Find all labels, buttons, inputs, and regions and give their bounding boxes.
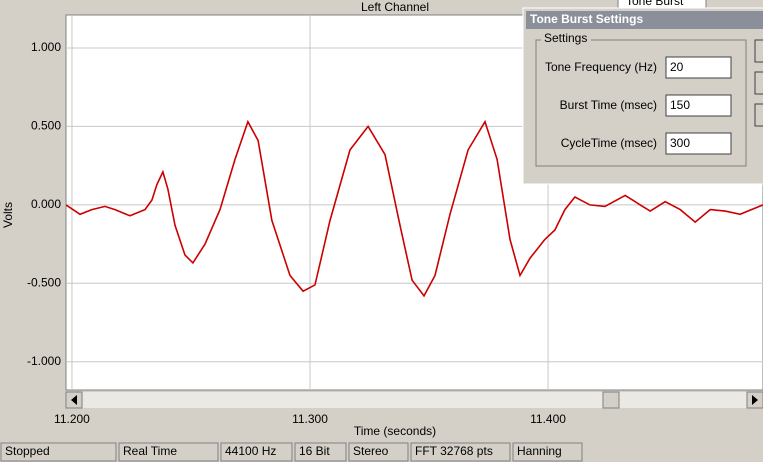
status-pane <box>512 442 583 462</box>
status-pane <box>410 442 511 462</box>
status-bar: Stopped Real Time 44100 Hz 16 Bit Stereo FFT … <box>0 442 583 462</box>
status-pane <box>294 442 347 462</box>
x-tick-label: 11.200 <box>54 412 90 426</box>
scrollbar[interactable] <box>66 392 763 408</box>
status-text: Stopped <box>5 444 50 458</box>
x-tick-label: 11.300 <box>292 412 328 426</box>
arrow-icon <box>71 395 77 405</box>
field-value: 300 <box>670 136 690 150</box>
chart-title: Left Channel <box>361 0 429 14</box>
y-axis-label: Volts <box>1 202 15 228</box>
field-value: 150 <box>670 98 690 112</box>
status-text: Real Time <box>123 444 177 458</box>
dialog-titlebar <box>526 11 763 29</box>
field-input[interactable] <box>665 56 732 79</box>
status-text: 16 Bit <box>299 444 330 458</box>
y-tick-label: 1.000 <box>31 40 61 54</box>
group-box <box>535 39 747 167</box>
status-pane <box>0 442 117 462</box>
field-label: CycleTime (msec) <box>561 136 657 150</box>
arrow-icon <box>752 395 758 405</box>
group-label-bg <box>541 33 591 45</box>
status-text: Hanning <box>517 444 562 458</box>
status-pane <box>118 442 219 462</box>
button[interactable] <box>754 103 763 127</box>
y-tick-label: -0.500 <box>27 275 61 289</box>
signal-line <box>66 119 763 298</box>
x-ticks: 11.200 11.300 11.400 <box>54 412 566 426</box>
status-text: Stereo <box>353 444 389 458</box>
status-pane <box>348 442 409 462</box>
status-pane <box>220 442 293 462</box>
field-value: 20 <box>670 60 684 74</box>
field-label: Tone Frequency (Hz) <box>545 60 657 74</box>
field-label: Burst Time (msec) <box>560 98 657 112</box>
field-input[interactable] <box>665 94 732 117</box>
field-input[interactable] <box>665 132 732 155</box>
y-tick-label: 0.000 <box>31 197 61 211</box>
status-text: 44100 Hz <box>225 444 276 458</box>
dialog: Tone Burst Settings Settings Tone Freque… <box>522 7 763 185</box>
button[interactable] <box>754 71 763 95</box>
x-axis-label: Time (seconds) <box>354 424 436 438</box>
button[interactable] <box>754 39 763 63</box>
scroll-thumb[interactable] <box>602 391 620 409</box>
y-tick-label: -1.000 <box>27 354 61 368</box>
dropdown-text: Tone Burst <box>626 0 684 8</box>
dialog-title: Tone Burst Settings <box>530 12 643 26</box>
plot <box>66 15 763 390</box>
x-tick-label: 11.400 <box>530 412 566 426</box>
y-tick-label: 0.500 <box>31 119 61 133</box>
status-text: FFT 32768 pts <box>415 444 493 458</box>
group-label: Settings <box>544 31 587 45</box>
